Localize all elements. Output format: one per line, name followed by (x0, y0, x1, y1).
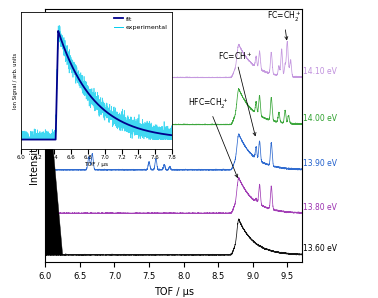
Text: 13.90 eV: 13.90 eV (303, 159, 337, 168)
X-axis label: TOF / μs: TOF / μs (154, 286, 194, 297)
Y-axis label: Intensity / arb. units: Intensity / arb. units (30, 86, 40, 185)
Text: 13.80 eV: 13.80 eV (303, 203, 337, 212)
Text: HC=CH$_2^+$: HC=CH$_2^+$ (135, 75, 170, 136)
Text: 14.00 eV: 14.00 eV (303, 114, 337, 123)
Text: HFC=CH$_2^+$: HFC=CH$_2^+$ (188, 97, 238, 177)
Text: FC=CH$_2^+$: FC=CH$_2^+$ (266, 10, 301, 40)
Text: 14.10 eV: 14.10 eV (303, 67, 337, 76)
Legend: fit, experimental: fit, experimental (113, 15, 169, 31)
Text: 13.60 eV: 13.60 eV (303, 244, 337, 253)
Y-axis label: Ion Signal / arb. units: Ion Signal / arb. units (13, 52, 18, 108)
Text: FC=CH$^+$: FC=CH$^+$ (218, 50, 256, 136)
Polygon shape (45, 60, 63, 255)
X-axis label: TOF / µs: TOF / µs (84, 162, 108, 167)
Text: HC=CH$^+$: HC=CH$^+$ (93, 50, 153, 136)
